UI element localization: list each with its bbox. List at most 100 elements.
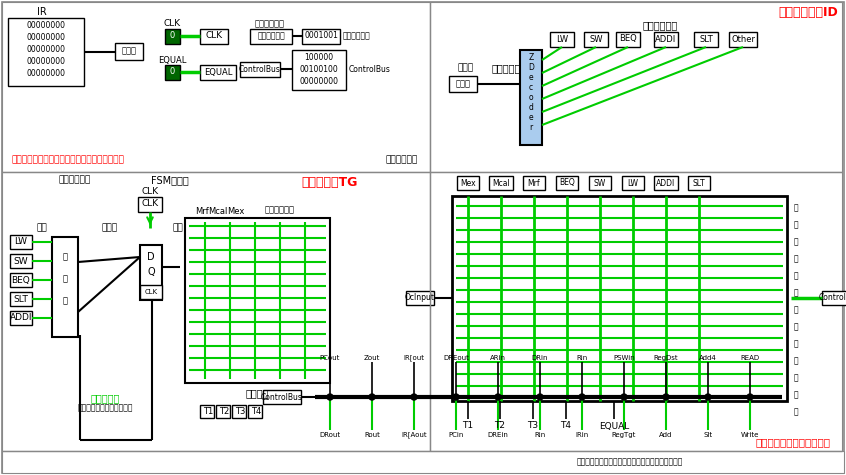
Text: CLK: CLK [145,289,157,295]
Circle shape [495,394,501,400]
Text: 0: 0 [169,31,174,40]
Text: 0: 0 [169,67,174,76]
Text: EQUAL: EQUAL [204,67,232,76]
Text: RegTgt: RegTgt [612,432,636,438]
Bar [263,390,301,404]
Bar [10,254,32,268]
Bar [8,18,84,86]
Text: 时序发生器TG: 时序发生器TG [302,175,358,189]
Text: Mcal: Mcal [492,179,510,188]
Text: 机: 机 [63,296,68,305]
Text: 00100100: 00100100 [299,65,338,74]
Circle shape [411,394,417,400]
Text: PSWin: PSWin [613,355,634,361]
Text: 指令译码器: 指令译码器 [492,63,520,73]
Text: 操: 操 [794,323,799,332]
Text: Zout: Zout [364,355,380,361]
Bar [2,451,844,473]
Text: DRin: DRin [532,355,548,361]
Text: 制: 制 [794,373,799,382]
Text: Z: Z [529,54,534,63]
Text: d: d [529,104,534,113]
Bar [430,2,842,172]
Text: Rout: Rout [364,432,380,438]
Text: 作: 作 [794,340,799,349]
Text: 指令字: 指令字 [458,64,474,73]
Text: 一: 一 [794,272,799,281]
Text: 状态节拍信号: 状态节拍信号 [343,31,371,40]
Text: 100000: 100000 [305,53,333,61]
Text: Mrf: Mrf [195,208,209,217]
Text: DRout: DRout [320,432,341,438]
Text: ControlBus: ControlBus [349,66,391,75]
Text: OcInput: OcInput [405,294,435,303]
Text: BEQ: BEQ [619,35,637,44]
Text: 条: 条 [794,288,799,297]
Text: 指令字: 指令字 [122,47,136,56]
Bar [520,50,542,145]
Bar [200,405,214,418]
Bar [430,172,842,451]
Text: 微: 微 [794,305,799,314]
Text: 控: 控 [794,357,799,365]
Bar [185,218,330,383]
Bar [2,172,430,451]
Text: CLK: CLK [141,200,158,209]
Bar [302,29,340,44]
Text: c: c [529,84,533,93]
Bar [200,65,236,80]
Text: IR[Aout: IR[Aout [401,432,427,438]
Text: CLK: CLK [163,19,180,28]
Text: RegDst: RegDst [654,355,678,361]
Text: Mcal: Mcal [208,208,228,217]
Text: 状态节拍信号: 状态节拍信号 [265,206,295,215]
Bar [449,76,477,92]
Bar [140,285,162,299]
Bar [165,65,180,80]
Text: T1: T1 [463,421,474,430]
Text: BEQ: BEQ [12,276,30,285]
Text: ControlBus: ControlBus [819,294,846,303]
Bar [250,29,292,44]
Text: LW: LW [556,35,568,44]
Bar [406,291,434,305]
Text: T3: T3 [235,407,245,416]
Text: 态: 态 [63,275,68,284]
Text: 应: 应 [794,255,799,264]
Text: 00000000: 00000000 [26,32,65,41]
Text: D: D [528,64,534,73]
Text: 状态寄存器应该是下跳沿？: 状态寄存器应该是下跳沿？ [77,403,133,412]
Bar [654,32,678,47]
Text: 不要改变此引脚区域内容，也不要改变封装形式: 不要改变此引脚区域内容，也不要改变封装形式 [12,155,125,164]
Text: FSM状态机: FSM状态机 [151,175,189,185]
Text: 状态节拍信号: 状态节拍信号 [257,31,285,40]
Text: 0001001: 0001001 [304,31,338,40]
Text: BEQ: BEQ [559,179,575,188]
Text: CLK: CLK [141,188,158,197]
Circle shape [621,394,627,400]
Bar [694,32,718,47]
Text: ADDI: ADDI [656,179,676,188]
Bar [457,176,479,190]
Circle shape [453,394,459,400]
Circle shape [579,394,585,400]
Text: e: e [529,114,533,123]
Text: e: e [529,74,533,83]
Text: SLT: SLT [693,179,706,188]
Text: Write: Write [741,432,759,438]
Text: o: o [529,94,533,103]
Bar [10,311,32,325]
Text: 对: 对 [794,238,799,247]
Text: 信: 信 [794,390,799,399]
Text: CLK: CLK [206,31,222,40]
Text: 指令译码信号: 指令译码信号 [59,175,91,184]
Text: SW: SW [594,179,606,188]
Text: 状态节拍信号: 状态节拍信号 [255,19,285,28]
Bar [248,405,262,418]
Text: Other: Other [731,35,755,44]
Bar [729,32,757,47]
Text: SW: SW [590,35,602,44]
Text: T4: T4 [251,407,261,416]
Text: Rin: Rin [535,432,546,438]
Text: SLT: SLT [14,294,29,304]
